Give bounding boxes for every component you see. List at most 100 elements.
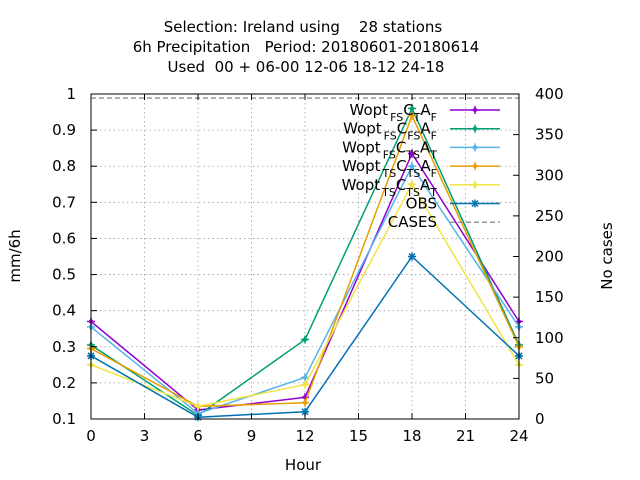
y2-tick-label: 300 xyxy=(535,166,564,184)
legend-text-part: F xyxy=(431,167,437,180)
y2-tick-label: 200 xyxy=(535,248,564,266)
marker-dot xyxy=(472,182,478,187)
y-tick-label: 0.8 xyxy=(52,157,76,175)
marker-dot xyxy=(302,382,308,387)
legend-text-part: C xyxy=(396,176,406,194)
y2-tick-label: 250 xyxy=(535,207,564,225)
legend-text-part: TS xyxy=(381,186,396,199)
legend-text-part: FS xyxy=(390,111,403,124)
data-point xyxy=(408,104,416,113)
series-3 xyxy=(87,162,523,418)
y-tick-label: 0.3 xyxy=(52,338,76,356)
marker-dot xyxy=(472,107,478,113)
legend-label: Wopt FSCFSAF xyxy=(343,120,437,143)
marker-dot xyxy=(472,163,478,169)
title-line-2: 6h Precipitation Period: 20180601-201806… xyxy=(133,38,480,56)
legend-text-part: TS xyxy=(382,167,397,180)
marker-dot xyxy=(472,126,478,131)
legend-label: Wopt FSCTAF xyxy=(350,101,437,124)
y2-tick-label: 400 xyxy=(535,85,564,103)
legend-text-part: A xyxy=(420,120,431,138)
chart-title: Selection: Ireland using 28 stations 6h … xyxy=(133,18,480,76)
legend-text-part: A xyxy=(420,101,431,119)
x-tick-label: 21 xyxy=(456,427,475,445)
legend-text-part: FS xyxy=(383,148,396,161)
legend-text-part: C xyxy=(397,120,407,138)
marker-dot xyxy=(409,106,415,111)
legend-item: OBS xyxy=(406,195,500,213)
plus-marker xyxy=(471,106,479,114)
plus-marker xyxy=(471,124,479,133)
legend-text-part: Wopt xyxy=(342,176,381,194)
legend-text-part: Wopt xyxy=(350,101,389,119)
plus-marker xyxy=(471,143,479,152)
x-tick-label: 0 xyxy=(86,427,96,445)
series-line xyxy=(90,152,520,411)
data-point xyxy=(408,162,416,171)
legend-text-part: A xyxy=(420,176,431,194)
legend-item: Wopt FSCFSAF xyxy=(343,120,500,143)
legend-text-part: CASES xyxy=(388,213,437,231)
legend-text-part: C xyxy=(396,157,406,175)
legend-text-part: TS xyxy=(405,186,420,199)
marker-dot xyxy=(409,151,415,156)
legend-text-part: Wopt xyxy=(342,138,381,156)
marker-dot xyxy=(409,164,415,169)
y2-tick-label: 350 xyxy=(535,126,564,144)
legend-text-part: A xyxy=(420,157,431,175)
data-point xyxy=(408,180,416,189)
marker-dot xyxy=(302,400,308,405)
y-tick-label: 0.7 xyxy=(52,193,76,211)
y-tick-label: 0.4 xyxy=(52,302,76,320)
legend-text-part: Wopt xyxy=(343,120,382,138)
legend-text-part: F xyxy=(431,111,437,124)
marker-stroke xyxy=(301,408,309,416)
legend-text-part: FS xyxy=(384,130,397,143)
plus-marker xyxy=(471,180,479,189)
y2-tick-label: 150 xyxy=(535,288,564,306)
title-line-1: Selection: Ireland using 28 stations xyxy=(164,18,443,36)
series-group xyxy=(87,104,523,422)
x-tick-label: 6 xyxy=(193,427,203,445)
legend-text-part: TS xyxy=(406,167,421,180)
marker-dot xyxy=(409,182,415,187)
legend-item: Wopt TSCTSAF xyxy=(342,157,500,180)
legend-item: Wopt TSCTSAT xyxy=(342,176,500,199)
legend-text-part: T xyxy=(429,148,437,161)
legend-label: Wopt TSCTSAT xyxy=(342,176,438,199)
legend-text-part: C xyxy=(403,101,413,119)
legend-text-part: TS xyxy=(405,148,420,161)
y-tick-label: 0.6 xyxy=(52,229,76,247)
marker-stroke xyxy=(408,252,416,261)
y2-tick-label: 0 xyxy=(535,410,545,428)
y-tick-label: 0.2 xyxy=(52,374,76,392)
legend-text-part: T xyxy=(413,111,421,124)
legend-text-part: A xyxy=(420,138,431,156)
legend-item: Wopt FSCTSAT xyxy=(342,138,500,161)
legend-text-part: OBS xyxy=(406,195,437,213)
legend-item: CASES xyxy=(388,213,500,231)
marker-stroke xyxy=(471,199,479,208)
plus-marker xyxy=(471,162,479,171)
y-tick-label: 1 xyxy=(66,85,76,103)
legend-text-part: FS xyxy=(407,130,420,143)
y-axis-title: mm/6h xyxy=(6,229,24,282)
data-point xyxy=(301,373,309,382)
data-point xyxy=(194,402,202,411)
data-point xyxy=(408,252,416,261)
data-point xyxy=(301,398,309,407)
data-point xyxy=(301,380,309,389)
legend-label: OBS xyxy=(406,195,437,213)
title-line-3: Used 00 + 06-00 12-06 18-12 24-18 xyxy=(168,58,445,76)
marker-dot xyxy=(409,113,415,118)
legend-text-part: F xyxy=(431,130,437,143)
legend-text-part: T xyxy=(429,186,437,199)
legend-text-part: Wopt xyxy=(342,157,381,175)
data-point xyxy=(408,149,416,158)
data-point xyxy=(408,111,416,120)
y-tick-label: 0.1 xyxy=(52,410,76,428)
marker-dot xyxy=(195,404,201,409)
star-marker xyxy=(471,199,479,208)
x-tick-label: 15 xyxy=(349,427,368,445)
